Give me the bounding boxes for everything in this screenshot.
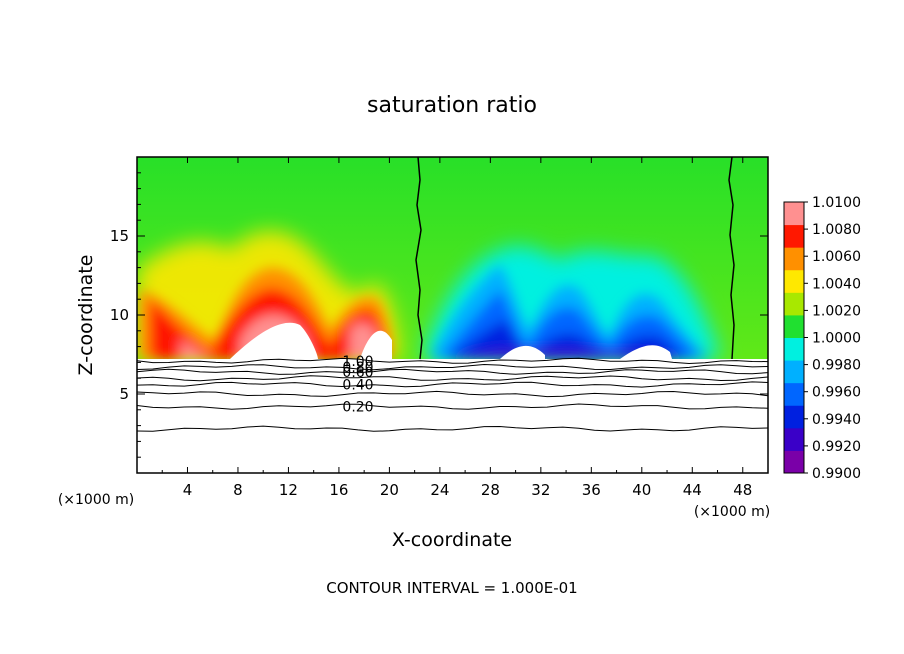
colorbar-swatch — [784, 337, 804, 361]
x-unit-label-right: (×1000 m) — [694, 504, 770, 520]
colorbar-label: 0.9900 — [812, 466, 861, 482]
heatmap-field — [137, 157, 768, 359]
contour-label: 0.20 — [342, 400, 373, 416]
boundary-line-left — [415, 156, 423, 360]
contour-interval-note: CONTOUR INTERVAL = 1.000E-01 — [326, 579, 577, 597]
contour-line — [136, 363, 769, 371]
colorbar-label: 0.9940 — [812, 412, 861, 428]
y-tick-label: 10 — [110, 306, 129, 324]
x-tick-label: 28 — [481, 481, 500, 499]
contour-line — [136, 357, 769, 365]
contour-line — [136, 403, 769, 410]
x-tick-label: 32 — [531, 481, 550, 499]
x-tick-label: 48 — [733, 481, 752, 499]
colorbar-swatch — [784, 247, 804, 271]
colorbar-label: 1.0040 — [812, 276, 861, 292]
contour-line — [136, 381, 769, 388]
contour-line — [136, 425, 769, 432]
colorbar-swatch — [784, 360, 804, 384]
colorbar-label: 0.9980 — [812, 358, 861, 374]
x-unit-label-left: (×1000 m) — [58, 492, 134, 508]
contour-line — [136, 375, 769, 382]
x-tick-label: 4 — [183, 481, 193, 499]
x-axis-title: X-coordinate — [392, 529, 512, 551]
colorbar-label: 0.9960 — [812, 385, 861, 401]
surface-bumps — [230, 322, 672, 359]
x-tick-label: 8 — [233, 481, 243, 499]
colorbar-label: 1.0060 — [812, 249, 861, 265]
x-tick-label: 16 — [329, 481, 348, 499]
colorbar-label: 1.0100 — [812, 195, 861, 211]
x-tick-label: 20 — [380, 481, 399, 499]
x-tick-label: 12 — [279, 481, 298, 499]
contour-line — [136, 368, 769, 375]
y-axis-title: Z-coordinate — [75, 255, 97, 376]
colorbar-label: 1.0080 — [812, 222, 861, 238]
x-tick-label: 44 — [683, 481, 702, 499]
contour-line — [136, 390, 769, 398]
colorbar-swatch — [784, 202, 804, 226]
y-axis-ticks: 5 10 15 — [110, 172, 768, 458]
x-tick-label: 40 — [632, 481, 651, 499]
colorbar-label: 0.9920 — [812, 439, 861, 455]
contour-lines: 1.000.800.600.400.20 — [136, 354, 769, 432]
colorbar-swatch — [784, 405, 804, 429]
x-tick-label: 36 — [582, 481, 601, 499]
x-tick-label: 24 — [430, 481, 449, 499]
y-tick-label: 5 — [119, 385, 129, 403]
contour-label: 1.00 — [342, 354, 373, 370]
colorbar-label: 1.0000 — [812, 331, 861, 347]
colorbar-swatch — [784, 382, 804, 406]
y-tick-label: 15 — [110, 227, 129, 245]
colorbar-swatch — [784, 450, 804, 474]
x-axis-ticks: 4 8 12 16 20 24 28 32 36 40 44 48 — [161, 157, 752, 499]
boundary-line-right — [728, 156, 735, 360]
colorbar-swatch — [784, 427, 804, 451]
colorbar-swatch — [784, 314, 804, 338]
clear-air-region — [137, 359, 768, 473]
chart-title: saturation ratio — [367, 93, 537, 118]
colorbar-swatch — [784, 224, 804, 248]
colorbar: 1.0100 1.0080 1.0060 1.0040 1.0020 1.0000 0.99… — [783, 195, 861, 482]
plot-area: 1.000.800.600.400.20 4 8 12 16 20 24 28 32 36 40 4… — [110, 156, 769, 499]
colorbar-swatch — [784, 292, 804, 316]
contour-label: 0.40 — [342, 378, 373, 394]
colorbar-label: 1.0020 — [812, 303, 861, 319]
colorbar-swatch — [784, 269, 804, 293]
